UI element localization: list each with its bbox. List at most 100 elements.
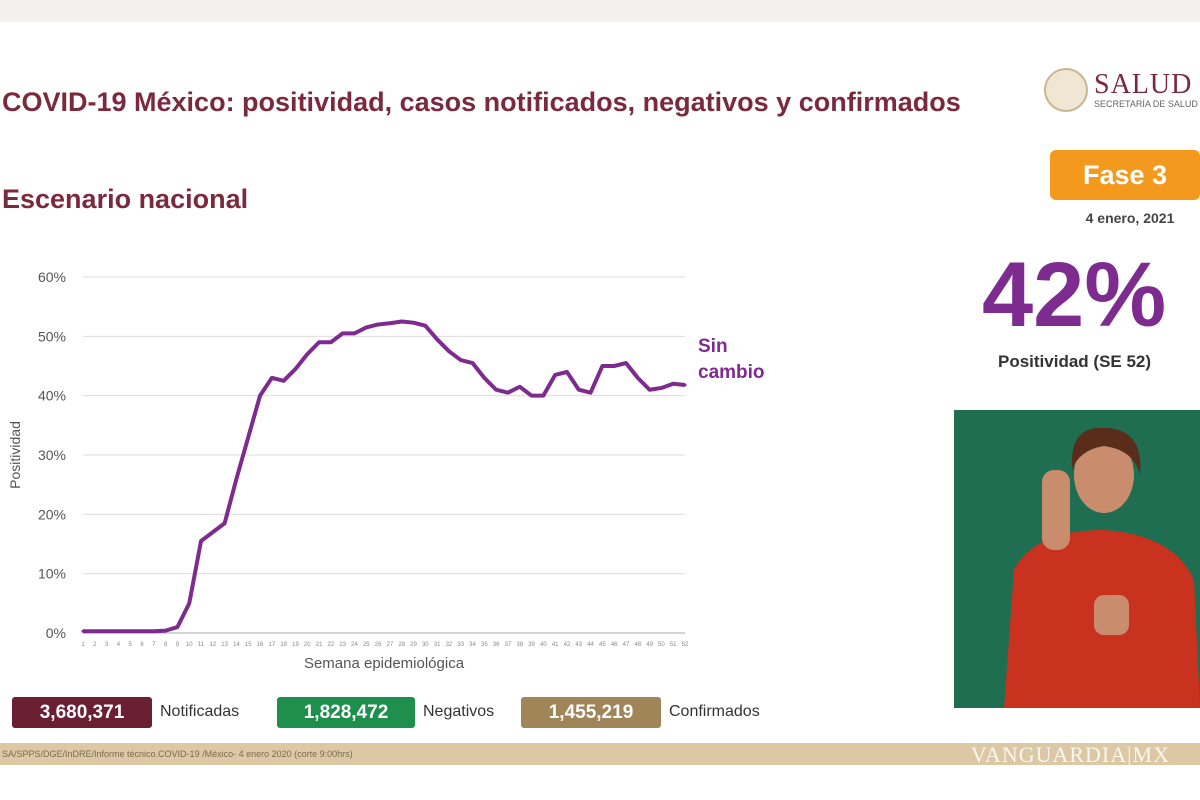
data-point [388, 321, 392, 325]
data-point [683, 383, 687, 387]
data-point [270, 376, 274, 380]
data-point [482, 376, 486, 380]
x-tick-label: 19 [292, 642, 299, 648]
data-point [152, 629, 156, 633]
y-tick-label: 10% [38, 566, 66, 582]
stat-label: Negativos [423, 703, 495, 720]
data-point [518, 385, 522, 389]
data-point [612, 364, 616, 368]
watermark: VANGUARDIA|MX [970, 742, 1170, 767]
x-tick-label: 42 [564, 642, 571, 648]
data-point [565, 370, 569, 374]
x-tick-label: 9 [176, 642, 180, 648]
stat-label: Notificadas [160, 703, 240, 720]
x-tick-label: 6 [140, 642, 144, 648]
data-point [128, 629, 132, 633]
x-tick-label: 17 [269, 642, 276, 648]
stat-label: Confirmados [669, 703, 760, 720]
data-point [459, 358, 463, 362]
data-point [175, 625, 179, 629]
x-tick-label: 4 [117, 642, 121, 648]
y-tick-label: 60% [38, 269, 66, 285]
data-point [81, 629, 85, 633]
y-tick-label: 30% [38, 447, 66, 463]
data-point [494, 388, 498, 392]
x-tick-label: 1 [81, 642, 85, 648]
x-tick-label: 37 [505, 642, 512, 648]
data-point [577, 388, 581, 392]
x-tick-label: 51 [670, 642, 677, 648]
data-point [600, 364, 604, 368]
x-tick-label: 25 [363, 642, 370, 648]
x-tick-label: 52 [682, 642, 689, 648]
positivity-chart: 0%10%20%30%40%50%60%1 2 3 4 5 6 7 8 9 10 11 12 13 14 1… [7, 269, 765, 672]
data-point [293, 367, 297, 371]
data-point [530, 394, 534, 398]
x-tick-label: 24 [351, 642, 358, 648]
x-tick-label: 28 [398, 642, 405, 648]
x-tick-label: 44 [587, 642, 594, 648]
data-point [423, 324, 427, 328]
logo-subtitle: SECRETARÍA DE SALUD [1094, 98, 1198, 109]
sign-language-interpreter-video [954, 410, 1200, 708]
data-point [329, 340, 333, 344]
x-tick-label: 10 [186, 642, 193, 648]
y-tick-label: 0% [46, 625, 66, 641]
top-band [0, 0, 1200, 22]
x-tick-label: 50 [658, 642, 665, 648]
x-tick-label: 38 [516, 642, 523, 648]
data-point [400, 320, 404, 323]
data-point [105, 629, 109, 633]
x-tick-label: 41 [552, 642, 559, 648]
data-point [234, 477, 238, 481]
x-tick-label: 35 [481, 642, 488, 648]
data-point [282, 379, 286, 383]
data-point [258, 394, 262, 398]
data-point [471, 361, 475, 365]
x-tick-label: 30 [422, 642, 429, 648]
report-date: 4 enero, 2021 [1085, 210, 1175, 226]
positivity-label: Positividad (SE 52) [998, 352, 1152, 371]
x-tick-label: 36 [493, 642, 500, 648]
data-point [553, 373, 557, 377]
y-axis-label: Positividad [7, 421, 23, 489]
data-point [223, 521, 227, 525]
x-tick-label: 29 [410, 642, 417, 648]
phase-badge: Fase 3 [1050, 150, 1200, 200]
mexico-seal-icon [1044, 68, 1088, 112]
data-point [624, 361, 628, 365]
x-tick-label: 46 [611, 642, 618, 648]
x-tick-label: 49 [646, 642, 653, 648]
data-point [305, 352, 309, 356]
data-point [317, 340, 321, 344]
x-tick-label: 16 [257, 642, 264, 648]
data-point [636, 376, 640, 380]
data-point [589, 391, 593, 395]
data-point [648, 388, 652, 392]
source-footer: SA/SPPS/DGE/InDRE/Informe técnico.COVID-… [0, 743, 1200, 765]
data-point [93, 629, 97, 633]
annotation-line-1: Sin [698, 336, 728, 357]
x-tick-label: 48 [634, 642, 641, 648]
data-point [541, 394, 545, 398]
x-tick-label: 11 [198, 642, 205, 648]
stat-value: 3,680,371 [12, 697, 152, 728]
interpreter-figure-icon [1004, 427, 1200, 708]
data-point [116, 629, 120, 633]
stat-value: 1,828,472 [277, 697, 415, 728]
logo-name: SALUD [1094, 68, 1193, 100]
page-subtitle: Escenario nacional [2, 184, 249, 214]
data-point [376, 322, 380, 326]
x-tick-label: 2 [93, 642, 97, 648]
x-tick-label: 13 [221, 642, 228, 648]
salud-logo: SALUD SECRETARÍA DE SALUD [1044, 68, 1198, 112]
x-tick-label: 23 [339, 642, 346, 648]
data-point [211, 530, 215, 534]
data-point [164, 629, 168, 633]
x-tick-label: 5 [129, 642, 133, 648]
x-tick-label: 31 [434, 642, 441, 648]
x-tick-label: 43 [575, 642, 582, 648]
positivity-value: 42% [982, 244, 1167, 346]
series-line [83, 319, 686, 634]
x-tick-label: 22 [328, 642, 335, 648]
